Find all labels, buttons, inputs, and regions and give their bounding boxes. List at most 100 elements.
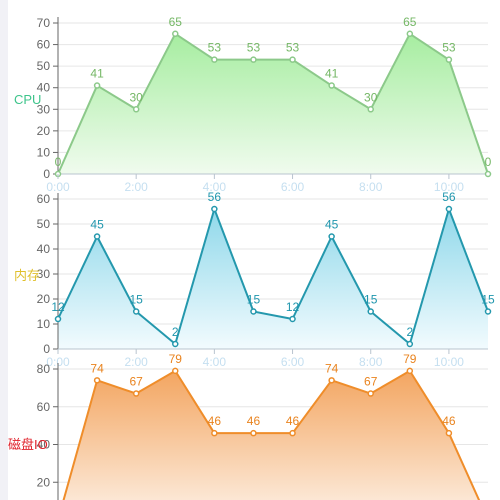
data-point [172,367,179,375]
left-sidebar-strip [0,0,8,500]
data-point [54,315,62,323]
data-point [328,82,335,89]
data-label: 46 [286,414,300,428]
series-line [62,369,481,500]
y-tick-label: 10 [37,317,51,331]
data-label: 46 [247,414,261,428]
y-tick-label: 0 [43,167,50,181]
series-area [63,370,479,500]
panel-series-label: 磁盘IO [8,437,48,452]
data-label: 56 [208,190,222,204]
data-label: 45 [325,218,339,232]
data-point [172,30,179,38]
data-point [250,56,257,63]
panel-series-label: 内存 [14,268,40,283]
data-point [445,205,453,213]
y-tick-label: 30 [37,267,51,281]
data-label: 15 [481,293,495,307]
data-point [406,367,414,375]
data-point [132,390,140,397]
series-area [58,209,488,349]
data-point [367,106,374,113]
data-label: 2 [406,325,413,339]
data-label: 65 [403,15,417,29]
data-point [250,308,257,315]
x-tick-label: 4:00 [203,180,227,194]
x-tick-label: 2:00 [125,355,149,369]
data-label: 15 [247,293,261,307]
data-point [93,377,101,384]
y-tick-label: 20 [37,475,51,489]
data-label: 46 [442,414,456,428]
x-tick-label: 10:00 [434,180,464,194]
y-tick-label: 0 [43,342,50,356]
data-point [328,233,335,240]
data-point [484,170,492,178]
data-point [289,315,296,323]
data-point [484,308,492,315]
data-point [367,308,374,315]
data-point [367,390,374,397]
data-point [132,308,140,315]
data-point [132,106,140,113]
data-point [93,82,101,89]
data-label: 53 [286,41,300,55]
x-tick-label: 4:00 [203,355,227,369]
data-label: 41 [90,67,104,81]
y-tick-label: 30 [37,102,51,116]
x-tick-label: 0:00 [46,355,70,369]
y-tick-label: 20 [37,124,51,138]
data-label: 67 [364,375,378,389]
panel-series-label: CPU [14,92,41,107]
y-tick-label: 80 [37,362,51,376]
data-point [445,56,453,63]
data-label: 41 [325,67,339,81]
x-tick-label: 0:00 [46,180,70,194]
y-tick-label: 50 [37,217,51,231]
y-tick-label: 70 [37,16,51,30]
series-area [58,33,488,175]
data-label: 15 [130,293,144,307]
y-tick-label: 40 [37,438,51,452]
data-label: 79 [403,352,417,366]
data-point [406,30,414,38]
data-point [211,429,218,437]
y-tick-label: 60 [37,192,51,206]
data-label: 12 [51,300,65,314]
data-point [93,233,101,240]
data-label: 67 [130,375,144,389]
data-point [250,429,257,437]
x-tick-label: 8:00 [359,355,383,369]
x-tick-label: 6:00 [281,180,305,194]
series-line [57,208,489,345]
data-point [172,340,179,348]
y-tick-label: 40 [37,81,51,95]
data-point [328,377,335,384]
data-label: 74 [325,361,339,375]
data-point [289,56,296,63]
data-point [445,429,453,437]
data-label: 56 [442,190,456,204]
data-label: 12 [286,300,300,314]
data-label: 53 [208,41,222,55]
data-label: 45 [90,218,104,232]
y-tick-label: 10 [37,145,51,159]
data-point [289,429,296,437]
x-tick-label: 2:00 [125,180,149,194]
data-label: 0 [55,155,62,169]
data-label: 46 [208,414,222,428]
data-label: 30 [130,90,144,104]
x-tick-label: 6:00 [281,355,305,369]
series-line [57,32,489,175]
x-tick-label: 10:00 [434,355,464,369]
y-tick-label: 50 [37,59,51,73]
data-label: 79 [169,352,183,366]
data-label: 2 [172,325,179,339]
data-label: 53 [442,41,456,55]
x-tick-label: 8:00 [359,180,383,194]
data-label: 74 [90,361,104,375]
chart-panel-3: 204060800746779464646746779460 [37,352,488,500]
